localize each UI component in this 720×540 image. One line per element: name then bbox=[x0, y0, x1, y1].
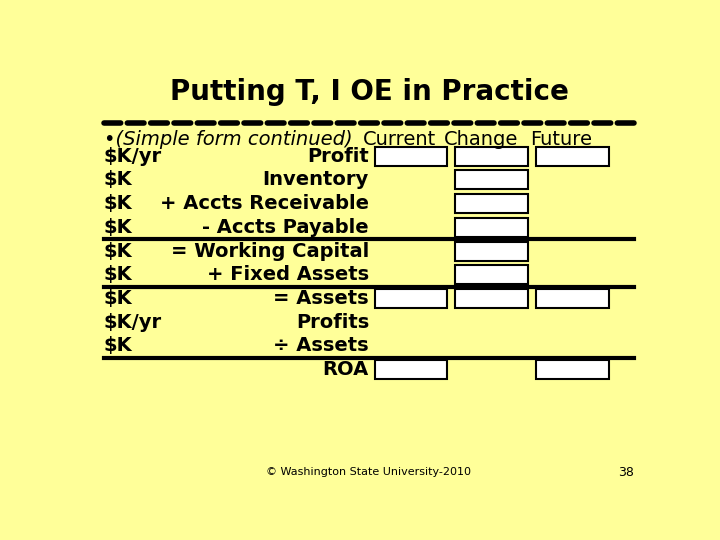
Text: 38: 38 bbox=[618, 466, 634, 479]
Bar bbox=[374, 147, 447, 166]
Text: •(Simple form continued): •(Simple form continued) bbox=[104, 130, 353, 149]
Text: Profit: Profit bbox=[307, 147, 369, 166]
Bar bbox=[456, 194, 528, 213]
Text: Putting T, I OE in Practice: Putting T, I OE in Practice bbox=[170, 78, 568, 106]
Text: Current: Current bbox=[363, 130, 436, 149]
Bar bbox=[456, 289, 528, 308]
Bar bbox=[456, 241, 528, 261]
Bar bbox=[536, 147, 609, 166]
Text: Future: Future bbox=[531, 130, 593, 149]
Text: Change: Change bbox=[444, 130, 518, 149]
Bar bbox=[456, 171, 528, 190]
Bar bbox=[456, 147, 528, 166]
Text: $K: $K bbox=[104, 336, 132, 355]
Text: $K/yr: $K/yr bbox=[104, 313, 162, 332]
Text: $K: $K bbox=[104, 171, 132, 190]
Text: Inventory: Inventory bbox=[263, 171, 369, 190]
Bar bbox=[374, 289, 447, 308]
Text: Profits: Profits bbox=[296, 313, 369, 332]
Text: $K: $K bbox=[104, 218, 132, 237]
Text: + Fixed Assets: + Fixed Assets bbox=[207, 265, 369, 284]
Bar bbox=[536, 289, 609, 308]
Bar bbox=[456, 218, 528, 237]
Text: - Accts Payable: - Accts Payable bbox=[202, 218, 369, 237]
Text: = Working Capital: = Working Capital bbox=[171, 241, 369, 261]
Bar bbox=[536, 360, 609, 379]
Bar bbox=[374, 360, 447, 379]
Text: $K: $K bbox=[104, 194, 132, 213]
Text: $K: $K bbox=[104, 289, 132, 308]
Text: = Assets: = Assets bbox=[274, 289, 369, 308]
Bar bbox=[456, 265, 528, 284]
Text: $K: $K bbox=[104, 241, 132, 261]
Text: © Washington State University-2010: © Washington State University-2010 bbox=[266, 467, 472, 477]
Text: ROA: ROA bbox=[323, 360, 369, 379]
Text: $K/yr: $K/yr bbox=[104, 147, 162, 166]
Text: + Accts Receivable: + Accts Receivable bbox=[160, 194, 369, 213]
Text: $K: $K bbox=[104, 265, 132, 284]
Text: ÷ Assets: ÷ Assets bbox=[274, 336, 369, 355]
